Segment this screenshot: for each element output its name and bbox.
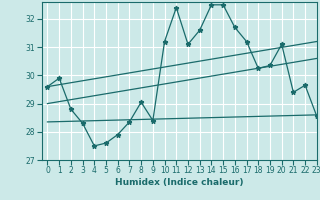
X-axis label: Humidex (Indice chaleur): Humidex (Indice chaleur) [115, 178, 244, 187]
